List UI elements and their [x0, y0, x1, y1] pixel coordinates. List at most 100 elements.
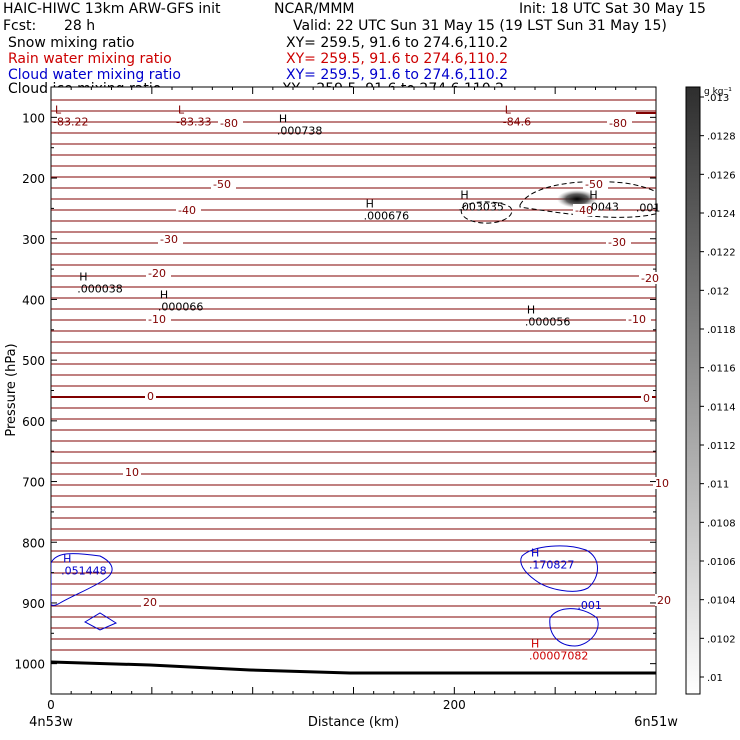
extremum-value: .003035	[458, 200, 504, 213]
extremum-value: .000738	[277, 125, 323, 138]
isotherm-line	[51, 462, 656, 464]
isotherm-line	[51, 264, 656, 266]
contour-value-label: .001	[636, 201, 661, 214]
y-tick-label: 400	[22, 293, 45, 307]
contour-label: -20	[148, 267, 166, 280]
contour-label: 20	[143, 596, 157, 609]
extremum-letter: L	[178, 103, 185, 116]
field-name-snow: Snow mixing ratio	[8, 35, 135, 51]
organization-label: NCAR/MMM	[274, 1, 355, 17]
extremum-letter: L	[505, 103, 512, 116]
colorbar-tick-label: .0122	[707, 248, 736, 259]
isotherm-line	[51, 176, 656, 178]
isotherm-line	[51, 330, 656, 332]
colorbar-tick-label: .0116	[707, 364, 736, 375]
isotherm-line	[51, 561, 656, 563]
isotherm-line	[51, 605, 656, 607]
forecast-label: Fcst:	[3, 18, 37, 34]
isotherm-line	[51, 418, 656, 420]
contour-label-bg	[158, 233, 183, 245]
extremum-value: .000056	[525, 316, 571, 329]
isotherm-line	[51, 539, 656, 541]
isotherm-line	[51, 209, 656, 211]
isotherm-line	[51, 99, 656, 101]
contour-value-label: .001	[577, 599, 602, 612]
contour-label-bg	[176, 204, 201, 216]
isotherm-line	[51, 429, 656, 431]
extremum-letter: H	[279, 113, 287, 126]
forecast-hours: 28 h	[64, 18, 96, 34]
extremum-value: .00007082	[529, 650, 589, 663]
extremum-value: .051448	[61, 565, 106, 578]
x-tick-label: 200	[443, 698, 466, 712]
contour-label-bg	[606, 236, 631, 248]
contour-label-bg	[583, 178, 608, 190]
extremum-value: -83.22	[53, 115, 88, 128]
isotherm-line	[51, 231, 656, 233]
y-tick-label: 1000	[14, 658, 45, 672]
contour-label: 10	[655, 477, 669, 490]
contour-label: -30	[608, 236, 626, 249]
init-time: Init: 18 UTC Sat 30 May 15	[519, 1, 706, 17]
extremum-letter: H	[460, 188, 468, 201]
extremum-value: .0043	[587, 200, 619, 213]
cloud-ice-maximum-shading	[557, 190, 597, 208]
isotherm-line	[51, 395, 656, 399]
contour-label: -10	[148, 313, 166, 326]
extremum-value: .000676	[364, 210, 410, 223]
contour-label: -50	[213, 178, 231, 191]
isotherm-line	[51, 297, 656, 299]
colorbar-tick-label: .0112	[707, 441, 736, 452]
extremum-value: .170827	[529, 559, 575, 572]
x-end-location-label: 6n51w	[634, 715, 678, 730]
isotherm-line	[51, 374, 656, 376]
colorbar-tick-label: .0102	[707, 634, 736, 645]
y-tick-label: 300	[22, 233, 45, 247]
extremum-value: -83.33	[176, 115, 211, 128]
field-name-rain: Rain water mixing ratio	[8, 51, 172, 67]
isotherm-line	[51, 451, 656, 453]
terrain-surface	[51, 660, 656, 675]
colorbar-tick-label: .012	[707, 286, 729, 297]
colorbar-tick-label: .011	[707, 480, 729, 491]
isotherm-line	[51, 638, 656, 640]
x-axis-title: Distance (km)	[308, 715, 399, 730]
colorbar-tick-label: .0126	[707, 170, 736, 181]
isotherm-line	[51, 308, 656, 310]
contour-label: -10	[628, 313, 646, 326]
colorbar-tick-label: .01	[707, 673, 723, 684]
y-axis-title: Pressure (hPa)	[4, 343, 19, 436]
cloud-ice-contour-left	[460, 201, 513, 224]
contour-label: 0	[147, 390, 154, 403]
valid-time: Valid: 22 UTC Sun 31 May 15 (19 LST Sun …	[293, 18, 667, 34]
isotherm-line	[51, 352, 656, 354]
isotherm-line	[51, 649, 656, 651]
extremum-letter: H	[589, 188, 597, 201]
extremum-letter: H	[531, 638, 539, 651]
colorbar-tick-label: .0114	[707, 402, 736, 413]
extremum-letter: H	[79, 270, 87, 283]
isotherm-line	[51, 242, 656, 244]
isotherm-line	[51, 506, 656, 508]
field-xy-snow: XY= 259.5, 91.6 to 274.6,110.2	[286, 35, 509, 51]
extremum-letter: L	[55, 103, 62, 116]
isotherm-line	[51, 627, 656, 629]
contour-label: 20	[657, 594, 671, 607]
extremum-letter: H	[63, 553, 71, 566]
isotherm-line	[51, 528, 656, 530]
isotherm-line	[51, 385, 656, 387]
extremum-letter: H	[527, 304, 535, 317]
isotherm-line	[51, 550, 656, 552]
contour-label-bg	[141, 596, 159, 608]
contour-label: -50	[585, 178, 603, 191]
ground-surface-line	[51, 660, 656, 675]
y-tick-label: 800	[22, 536, 45, 550]
isotherm-line	[51, 220, 656, 222]
y-tick-label: 900	[22, 597, 45, 611]
x-start-location-label: 4n53w	[29, 715, 73, 730]
extremum-letter: H	[160, 289, 168, 302]
contour-label: -30	[160, 233, 178, 246]
isotherm-line	[51, 473, 656, 475]
isotherm-line	[51, 594, 656, 596]
